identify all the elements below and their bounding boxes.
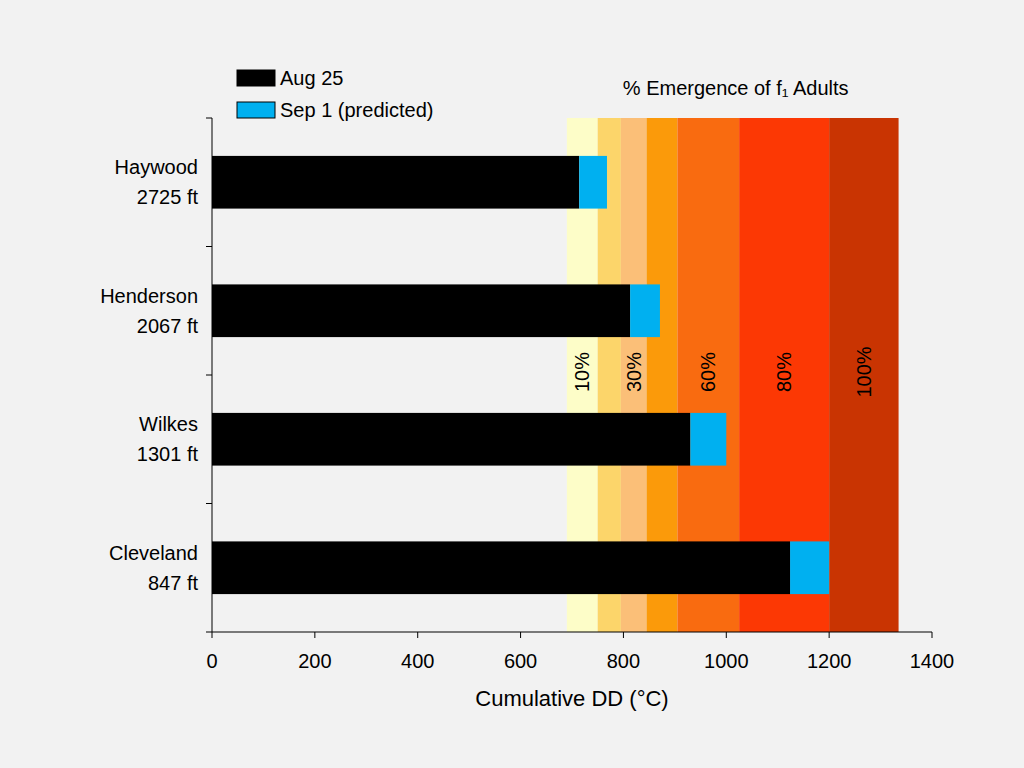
x-tick [726,632,727,638]
bar-segment [690,413,726,466]
x-tick-label: 1400 [910,650,955,672]
category-label-line: 2067 ft [137,315,199,337]
category-label-line: 847 ft [148,572,198,594]
bars [212,156,829,594]
legend-swatch [237,70,275,86]
y-separator-tick [206,118,212,119]
category-label: Cleveland 847 ft [109,542,198,594]
x-tick-label: 800 [607,650,640,672]
y-separator-tick [206,632,212,633]
category-label-line: 2725 ft [137,186,199,208]
category-label-line: Wilkes [139,413,198,435]
band-label: 80% [773,352,795,392]
category-label-line: Haywood [115,156,198,178]
y-separator-tick [206,246,212,247]
band-label: 60% [697,352,719,392]
y-separator-tick [206,503,212,504]
x-tick-label: 200 [298,650,331,672]
legend-label: Aug 25 [280,67,343,89]
x-tick-label: 400 [401,650,434,672]
x-axis [212,632,932,633]
x-tick [520,632,521,638]
bar-segment [212,541,790,594]
bar-segment [212,413,690,466]
band-label: 30% [623,352,645,392]
bar-segment [212,156,579,209]
category-label: Haywood 2725 ft [115,156,199,208]
bar-segment [579,156,607,209]
background [0,0,1024,768]
category-label: Wilkes 1301 ft [137,413,199,465]
x-tick [212,632,213,638]
x-tick [314,632,315,638]
chart: 10% 30% 60% 80% 100% % Emergence of f₁ Adults… [0,0,1024,768]
emergence-band [829,118,898,632]
category-label-line: 1301 ft [137,443,199,465]
x-tick [417,632,418,638]
bar-segment [630,284,660,337]
band-label: 100% [853,346,875,397]
band-label: 10% [571,352,593,392]
bar-segment [212,284,630,337]
band-title: % Emergence of f₁ Adults [623,77,849,99]
x-axis-label: Cumulative DD (°C) [475,686,668,711]
legend-swatch [237,102,275,118]
x-tick-label: 1000 [704,650,749,672]
category-label: Henderson 2067 ft [100,285,198,337]
x-tick-label: 1200 [807,650,852,672]
x-tick-label: 600 [504,650,537,672]
bar-segment [790,541,829,594]
y-separator-tick [206,375,212,376]
x-tick [932,632,933,638]
x-tick [829,632,830,638]
category-label-line: Henderson [100,285,198,307]
legend-label: Sep 1 (predicted) [280,99,433,121]
x-tick-label: 0 [206,650,217,672]
x-tick [623,632,624,638]
category-label-line: Cleveland [109,542,198,564]
